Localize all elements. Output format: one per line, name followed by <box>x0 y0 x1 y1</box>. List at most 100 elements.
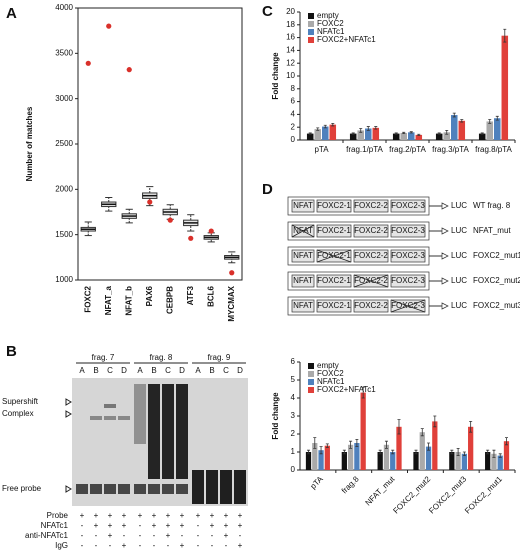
error-bar <box>462 451 466 456</box>
bar <box>329 124 337 140</box>
fragment-label: frag. 9 <box>208 353 231 362</box>
bar <box>435 133 443 140</box>
error-bar <box>308 132 312 135</box>
element-box <box>291 274 315 288</box>
legend-swatch <box>308 363 314 369</box>
y-tick-label: 6 <box>291 97 296 106</box>
legend-label: FOXC2 <box>317 19 344 28</box>
bar <box>312 443 318 470</box>
bar <box>360 392 366 470</box>
x-tick-label: BCL6 <box>206 285 215 306</box>
error-bar <box>331 122 335 127</box>
sign: - <box>211 541 214 550</box>
arrow-head <box>441 252 449 260</box>
lane-label: B <box>209 366 214 375</box>
y-tick-label: 3000 <box>55 94 73 103</box>
observed-point <box>85 60 91 66</box>
x-tick-label: NFAT_a <box>104 285 113 315</box>
bar <box>341 452 347 470</box>
sign: + <box>238 541 243 550</box>
error-bar <box>495 115 499 121</box>
error-bar <box>452 112 456 118</box>
reporter-label: LUC <box>451 226 467 235</box>
error-bar <box>361 386 365 399</box>
reporter-label: LUC <box>451 276 467 285</box>
marker-label: Free probe <box>2 484 42 493</box>
y-tick-label: 20 <box>286 7 295 16</box>
element-box <box>316 224 352 238</box>
x-tick-label: frag.3/pTA <box>432 145 469 154</box>
element-label: NFAT <box>293 251 313 260</box>
error-bar <box>480 132 484 135</box>
bar <box>443 132 450 140</box>
mutation-cross <box>291 224 315 238</box>
y-axis-label: Fold change <box>271 52 280 100</box>
element-box <box>353 224 389 238</box>
sign: - <box>197 541 200 550</box>
error-bar <box>456 448 460 456</box>
sign: + <box>122 541 127 550</box>
element-label: FOXC2-1 <box>317 301 351 310</box>
fragment-label: frag. 7 <box>92 353 115 362</box>
error-bar <box>351 132 355 135</box>
row-label: IgG <box>55 541 68 550</box>
bar <box>383 444 390 470</box>
arrow-head <box>441 277 449 285</box>
row-label: NFATc1 <box>41 521 69 530</box>
sign: + <box>108 521 113 530</box>
sign: - <box>197 531 200 540</box>
element-box <box>390 224 426 238</box>
error-bar <box>414 449 418 455</box>
sign: + <box>224 531 229 540</box>
error-bar <box>433 415 437 428</box>
bar <box>372 127 380 140</box>
construct-name: NFAT_mut <box>473 226 511 235</box>
construct-name: FOXC2_mut2 <box>473 276 520 285</box>
error-bar <box>488 119 492 124</box>
error-bar <box>313 437 317 449</box>
legend-swatch <box>308 387 314 393</box>
fragment-label: frag. 8 <box>150 353 173 362</box>
bar <box>415 134 423 140</box>
y-tick-label: 3 <box>291 411 296 420</box>
bar <box>503 441 510 470</box>
observed-point <box>208 228 214 234</box>
lane-label: D <box>179 366 185 375</box>
bar <box>396 426 402 470</box>
y-tick-label: 2000 <box>55 184 73 193</box>
gel-band <box>118 416 130 420</box>
row-label: Probe <box>47 511 69 520</box>
sign: + <box>108 511 113 520</box>
marker-arrow <box>65 398 72 406</box>
element-label: FOXC2-2 <box>354 226 388 235</box>
error-bar <box>445 130 449 135</box>
bar <box>432 421 438 470</box>
element-box <box>390 199 426 213</box>
x-tick-label: pTA <box>314 145 329 154</box>
bar <box>419 432 425 470</box>
y-tick-label: 2 <box>291 122 296 131</box>
x-tick-label: frag.8 <box>340 474 361 495</box>
sign: + <box>224 521 229 530</box>
y-tick-label: 16 <box>286 33 295 42</box>
sign: - <box>181 531 184 540</box>
observed-point <box>167 217 173 223</box>
marker-arrow <box>65 410 72 418</box>
element-box <box>353 249 389 263</box>
y-tick-label: 2500 <box>55 139 73 148</box>
sign: + <box>122 511 127 520</box>
sign: + <box>152 511 157 520</box>
bar <box>468 426 474 470</box>
y-tick-label: 4000 <box>55 3 73 12</box>
arrow-head <box>441 302 449 310</box>
y-axis-label: Fold change <box>271 392 280 440</box>
bar <box>392 133 400 140</box>
element-label: FOXC2-2 <box>354 251 388 260</box>
bar <box>497 455 503 470</box>
x-tick-label: frag.8/pTA <box>475 145 512 154</box>
bar <box>347 444 354 470</box>
legend-swatch <box>308 29 314 35</box>
error-bar <box>397 419 401 435</box>
legend-label: FOXC2+NFATc1 <box>317 35 376 44</box>
